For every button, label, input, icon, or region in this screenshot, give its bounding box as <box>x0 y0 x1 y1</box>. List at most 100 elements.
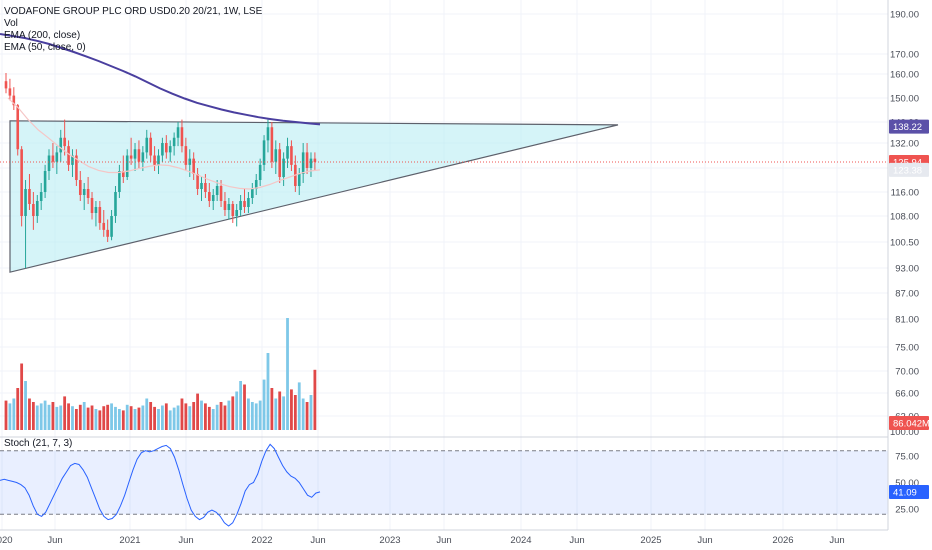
volume-bar <box>86 407 90 430</box>
volume-bar <box>98 410 102 430</box>
volume-bar <box>247 398 250 430</box>
volume-badge-bg <box>889 416 929 430</box>
candle-body <box>82 189 86 195</box>
volume-bar <box>278 391 282 430</box>
volume-bar <box>200 400 203 430</box>
candle-body <box>223 201 227 210</box>
candle-body <box>71 155 74 165</box>
candle-body <box>270 127 274 162</box>
candle-body <box>204 183 207 192</box>
volume-bar <box>145 398 149 430</box>
volume-bar <box>129 406 133 430</box>
stoch-tick-label: 50.00 <box>895 478 919 489</box>
volume-bar <box>219 402 223 430</box>
x-tick-label: Jun <box>310 535 325 546</box>
candle-body <box>8 88 12 96</box>
candle-body <box>67 146 70 165</box>
candle-body <box>196 174 199 189</box>
price-tick-label: 75.00 <box>895 343 919 354</box>
candle-body <box>94 207 98 213</box>
x-tick-label: Jun <box>47 535 62 546</box>
volume-bar <box>157 409 160 430</box>
candle-body <box>309 158 313 168</box>
price-badge-bg <box>889 162 929 177</box>
price-tick-label: 160.00 <box>890 70 919 81</box>
volume-bar <box>121 410 125 430</box>
ema200-line <box>0 33 321 126</box>
volume-bar <box>28 398 31 430</box>
volume-bar <box>239 381 242 430</box>
x-tick-label: 2024 <box>510 535 531 546</box>
price-tick-label: 93.00 <box>895 264 919 275</box>
volume-bar <box>43 400 47 430</box>
volume-bar <box>78 404 82 430</box>
volume-bar <box>149 402 153 430</box>
volume-bar <box>270 388 274 430</box>
volume-bar <box>204 403 207 430</box>
volume-bar <box>305 402 309 430</box>
candle-body <box>102 222 106 230</box>
volume-bar <box>243 384 246 430</box>
candle-body <box>286 146 289 159</box>
volume-bar <box>207 406 211 430</box>
candle-body <box>90 198 94 213</box>
candle-body <box>157 155 160 165</box>
candle-body <box>161 143 164 156</box>
candle-body <box>98 207 102 223</box>
candle-body <box>63 137 66 147</box>
candle-body <box>243 201 246 207</box>
candle-body <box>184 146 188 165</box>
volume-bar <box>223 405 227 430</box>
candle-body <box>122 171 125 177</box>
candle-body <box>168 146 172 153</box>
volume-bar <box>188 406 192 430</box>
candle-body <box>78 180 82 195</box>
candle-body <box>165 143 168 153</box>
volume-bar <box>59 405 63 430</box>
volume-bar <box>47 404 51 430</box>
candle-body <box>231 204 235 216</box>
volume-bar <box>114 406 117 430</box>
candle-body <box>278 149 281 177</box>
volume-bar <box>168 410 172 430</box>
volume-bar <box>106 404 110 430</box>
volume-bar <box>231 396 235 430</box>
x-tick-label: 2023 <box>379 535 400 546</box>
x-tick-label: 2025 <box>640 535 661 546</box>
volume-bar <box>67 403 70 430</box>
candle-body <box>4 81 8 89</box>
candle-body <box>254 180 258 189</box>
candle-body <box>137 149 141 162</box>
candle-body <box>12 95 16 106</box>
candle-body <box>219 186 223 201</box>
candle-body <box>251 189 254 198</box>
candle-body <box>262 140 266 165</box>
volume-bar <box>71 406 74 430</box>
legend-ema50: EMA (50, close, 0) <box>4 42 86 53</box>
volume-bar <box>227 400 231 430</box>
moving-averages <box>0 33 888 190</box>
volume-bar <box>161 405 164 430</box>
candle-body <box>24 189 27 216</box>
volume-bar <box>172 407 176 430</box>
price-tick-label: 108.00 <box>890 212 919 223</box>
legend-stoch: Stoch (21, 7, 3) <box>4 438 73 449</box>
grid-lines <box>0 0 888 530</box>
volume-badge: 86.042M <box>893 419 930 430</box>
volume-bar <box>35 405 39 430</box>
volume-bar <box>293 395 297 430</box>
volume-bar <box>153 406 156 430</box>
price-tick-label: 170.00 <box>890 50 919 61</box>
volume-bar <box>133 409 137 430</box>
volume-bar <box>39 403 43 430</box>
candle-body <box>211 195 215 201</box>
volume-bar <box>125 404 129 430</box>
price-tick-label: 150.00 <box>890 94 919 105</box>
volume-bar <box>180 398 184 430</box>
volume-bar <box>297 382 301 430</box>
candle-body <box>282 158 285 177</box>
candlestick-series <box>4 73 317 268</box>
volume-bar <box>74 409 78 430</box>
